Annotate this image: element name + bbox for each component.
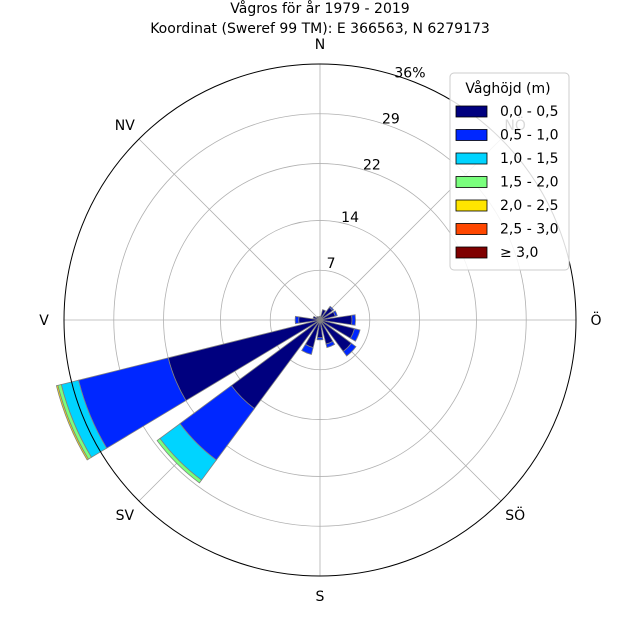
rose-bar-segment [328,305,335,312]
legend-swatch [455,129,488,141]
radial-tick-label: 22 [363,157,381,173]
legend-swatch [455,223,488,235]
rose-bar-segment [301,343,314,355]
grid-spoke [138,138,321,321]
chart-subtitle: Koordinat (Sweref 99 TM): E 366563, N 62… [150,21,490,37]
radial-tick-label: 36% [394,65,425,81]
rose-bar-segment [351,314,356,326]
legend-frame [449,72,570,271]
direction-label: S [316,589,325,605]
legend-label: 0,5 - 1,0 [500,128,558,144]
rose-bar-segment [332,310,338,317]
legend-label: 1,0 - 1,5 [500,151,558,167]
radial-tick-label: 7 [327,256,336,272]
legend-swatch [455,152,488,165]
rose-bar-segment [55,384,89,461]
chart-title: Vågros för år 1979 - 2019 [230,0,409,17]
rose-bar-segment [294,315,300,325]
radial-tick-label: 14 [341,210,359,226]
legend-label: 1,5 - 2,0 [500,175,558,191]
rose-bar-segment [349,328,361,342]
legend: Våghöjd (m) 0,0 - 0,5 0,5 - 1,0 1,0 - 1,5 1… [449,72,570,271]
legend-swatch [455,246,488,259]
direction-label: SÖ [505,506,525,524]
legend-swatch [455,176,488,188]
direction-label: Ö [590,311,601,329]
rose-bar-segment [325,340,336,349]
rose-bars [55,305,361,484]
radial-tick-label: 29 [382,111,400,127]
legend-swatch [455,105,488,118]
rose-bar-segment [342,342,357,357]
outer-ring [63,63,577,577]
legend-label: 0,0 - 0,5 [500,104,558,120]
legend-items: 0,0 - 0,5 0,5 - 1,0 1,0 - 1,5 1,5 - 2,0 2,0 … [455,104,558,261]
legend-label: 2,0 - 2,5 [500,198,558,214]
rose-bar-segment [319,309,327,321]
radial-tick-labels: 7 14 22 29 36% [327,65,426,272]
rose-bar-segment [317,316,321,321]
legend-swatch [455,199,488,212]
rose-bar-segment [316,337,324,341]
legend-label: ≥ 3,0 [500,245,538,261]
legend-title: Våghöjd (m) [465,80,550,97]
rose-bar-segment [156,437,203,484]
direction-label: SV [116,508,135,524]
legend-label: 2,5 - 3,0 [500,222,558,238]
direction-label: N [315,37,325,53]
direction-label: NV [115,118,135,134]
direction-label: V [39,313,49,329]
